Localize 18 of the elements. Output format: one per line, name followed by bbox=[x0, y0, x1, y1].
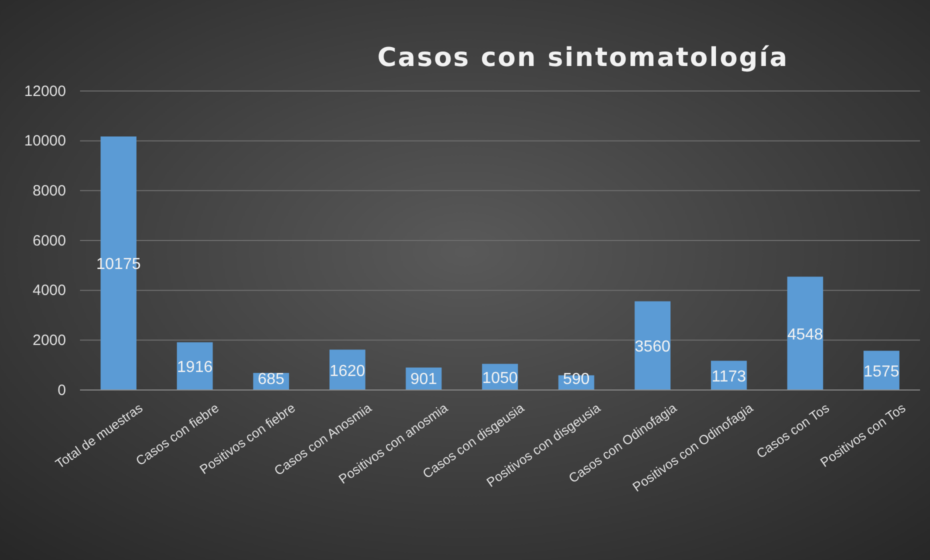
data-label: 1575 bbox=[864, 363, 900, 380]
y-tick-label: 4000 bbox=[32, 282, 66, 300]
data-label: 3560 bbox=[634, 338, 670, 356]
y-tick-label: 10000 bbox=[24, 132, 66, 150]
y-tick-label: 6000 bbox=[32, 232, 66, 250]
data-label: 685 bbox=[258, 371, 285, 388]
y-tick-label: 8000 bbox=[32, 182, 66, 200]
data-label: 1620 bbox=[330, 362, 366, 380]
data-label: 4548 bbox=[787, 326, 824, 344]
data-label: 901 bbox=[410, 371, 438, 388]
chart-title: Casos con sintomatología bbox=[377, 43, 789, 73]
y-tick-label: 12000 bbox=[24, 82, 66, 100]
data-label: 590 bbox=[562, 371, 590, 388]
y-tick-label: 2000 bbox=[32, 332, 66, 349]
y-tick-label: 0 bbox=[58, 382, 66, 399]
data-label: 1916 bbox=[177, 359, 213, 376]
data-label: 1173 bbox=[712, 368, 746, 386]
data-label: 1050 bbox=[482, 370, 518, 387]
